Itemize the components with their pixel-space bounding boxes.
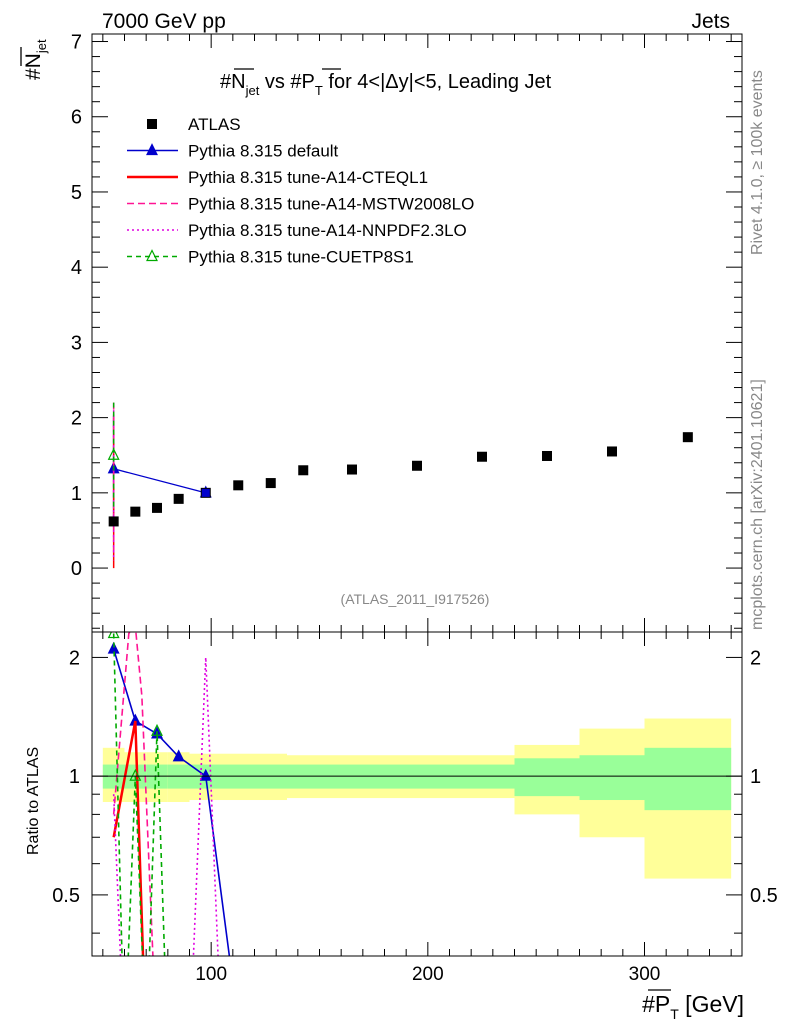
legend-marker [146,249,158,262]
ratio-marker [199,768,212,781]
atlas-data-point [173,493,184,504]
legend-marker [146,143,158,156]
ratio-curve [112,633,166,956]
axis-ticks [92,34,742,956]
energy-label: 7000 GeV pp [102,10,226,33]
atlas-data-point [347,464,357,475]
legend-label: ATLAS [188,115,241,134]
atlas-data-point [152,502,162,513]
y-tick-label: 3 [71,332,82,354]
rivet-version-label: Rivet 4.1.0, ≥ 100k events [749,70,766,255]
ratio-tick-label-right: 1 [750,766,761,788]
legend-label: Pythia 8.315 tune-A14-CTEQL1 [188,168,428,187]
legend: ATLAS Pythia 8.315 default Pythia 8.315 tu… [127,115,474,267]
ratio-band-inner [644,747,732,811]
ratio-curves [107,632,231,956]
legend-marker [147,119,157,129]
svg-text:#Njet: #Njet [22,39,49,80]
y-tick-label: 6 [71,107,82,129]
ratio-tick-label: 1 [69,766,80,788]
axis-tick-labels: 100 200 300 0 1 2 3 4 5 6 7 0.5 0.5 1 1 2 2 [52,32,778,985]
ratio-curve [112,648,231,956]
ratio-marker [151,723,163,736]
ratio-tick-label: 0.5 [52,885,80,907]
category-label: Jets [691,10,730,33]
ratio-tick-label: 2 [69,647,80,669]
ratio-marker [172,749,185,762]
x-tick-label: 200 [412,964,444,985]
y-tick-label: 4 [71,257,82,279]
analysis-watermark: (ATLAS_2011_I917526) [341,591,490,607]
legend-label: Pythia 8.315 tune-A14-MSTW2008LO [188,195,474,214]
atlas-data-point [412,460,422,471]
ratio-tick-label-right: 2 [750,647,761,669]
main-series [107,402,212,569]
ratio-marker [129,768,142,781]
ratio-curve [112,632,154,956]
atlas-points [108,432,693,527]
y-tick-label: 5 [71,182,82,204]
atlas-data-point [233,480,244,491]
atlas-data-point [298,465,309,476]
default-overlay-marker [201,488,210,497]
ratio-tick-label-right: 0.5 [750,885,778,907]
atlas-data-point [265,478,276,489]
atlas-data-point [682,432,693,443]
atlas-data-point [130,506,141,517]
y-tick-label: 0 [71,558,82,580]
y-axis-label: #Njet [20,39,49,80]
y-tick-label: 2 [71,408,82,430]
legend-label: Pythia 8.315 tune-A14-NNPDF2.3LO [188,221,467,240]
atlas-data-point [542,450,552,461]
legend-label: Pythia 8.315 tune-CUETP8S1 [188,248,414,267]
x-axis-label: #PT [GeV] [642,989,744,1022]
legend-label: Pythia 8.315 default [188,142,339,161]
series-line [113,468,206,494]
svg-text:#PT [GeV]: #PT [GeV] [642,991,744,1022]
ratio-band-inner [579,755,645,801]
series-marker [107,447,120,460]
ratio-axis-label: Ratio to ATLAS [25,747,42,855]
plot-title: #Njet vs #PT for 4<|Δy|<5, Leading Jet [220,71,552,98]
y-tick-label: 7 [71,32,82,54]
ratio-band-inner [514,758,580,797]
x-tick-label: 100 [195,964,227,985]
mcplots-label: mcplots.cern.ch [arXiv:2401.10621] [749,379,766,630]
x-tick-label: 300 [629,964,661,985]
atlas-data-point [108,516,119,527]
atlas-data-point [477,451,487,462]
atlas-data-point [607,446,617,457]
y-tick-label: 1 [71,483,82,505]
